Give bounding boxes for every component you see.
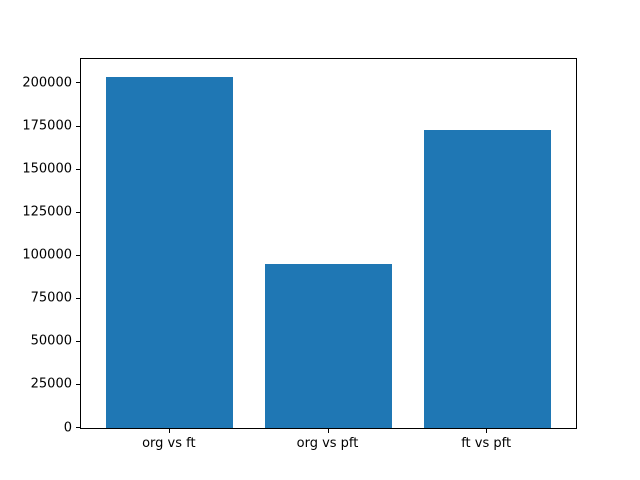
y-axis-tick [76, 383, 80, 385]
x-axis-tick [327, 429, 329, 433]
x-axis-tick [486, 429, 488, 433]
x-axis-tick [168, 429, 170, 433]
x-tick-label: org vs pft [296, 436, 359, 451]
y-axis-tick [76, 254, 80, 256]
y-tick-label: 0 [63, 420, 72, 435]
x-tick-label: ft vs pft [461, 436, 512, 451]
y-axis-tick [76, 297, 80, 299]
y-axis-tick [76, 168, 80, 170]
y-tick-label: 175000 [22, 118, 72, 134]
bar-org-vs-pft [265, 264, 392, 428]
y-axis-tick [76, 211, 80, 213]
y-tick-label: 25000 [30, 376, 72, 392]
y-axis-tick [76, 340, 80, 342]
y-tick-label: 150000 [22, 161, 72, 177]
bar-org-vs-ft [106, 76, 234, 428]
plot-area [80, 58, 577, 429]
bar-ft-vs-pft [423, 129, 551, 428]
x-tick-label: org vs ft [142, 436, 196, 451]
y-tick-label: 50000 [30, 333, 72, 349]
y-tick-label: 75000 [30, 290, 72, 306]
y-axis-tick [76, 125, 80, 127]
y-tick-label: 125000 [22, 204, 72, 220]
y-axis-tick [76, 427, 80, 428]
y-axis-tick [76, 82, 80, 84]
y-tick-label: 200000 [22, 75, 72, 91]
y-tick-label: 100000 [22, 247, 72, 263]
